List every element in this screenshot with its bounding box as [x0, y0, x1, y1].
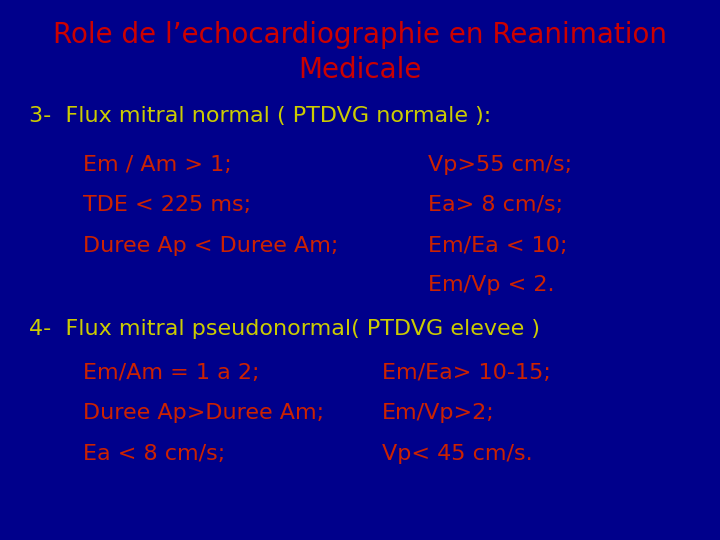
Text: 4-  Flux mitral pseudonormal( PTDVG elevee ): 4- Flux mitral pseudonormal( PTDVG eleve… — [29, 319, 540, 340]
Text: Duree Ap>Duree Am;: Duree Ap>Duree Am; — [83, 403, 324, 423]
Text: Em/Ea> 10-15;: Em/Ea> 10-15; — [382, 362, 551, 383]
Text: Vp< 45 cm/s.: Vp< 45 cm/s. — [382, 443, 532, 464]
Text: Em/Am = 1 a 2;: Em/Am = 1 a 2; — [83, 362, 259, 383]
Text: Vp>55 cm/s;: Vp>55 cm/s; — [428, 154, 572, 175]
Text: Em/Vp < 2.: Em/Vp < 2. — [428, 275, 555, 295]
Text: Medicale: Medicale — [298, 56, 422, 84]
Text: Em / Am > 1;: Em / Am > 1; — [83, 154, 232, 175]
Text: Role de l’echocardiographie en Reanimation: Role de l’echocardiographie en Reanimati… — [53, 21, 667, 49]
Text: Ea> 8 cm/s;: Ea> 8 cm/s; — [428, 195, 564, 215]
Text: 3-  Flux mitral normal ( PTDVG normale ):: 3- Flux mitral normal ( PTDVG normale ): — [29, 106, 491, 126]
Text: Em/Vp>2;: Em/Vp>2; — [382, 403, 495, 423]
Text: Duree Ap < Duree Am;: Duree Ap < Duree Am; — [83, 235, 338, 256]
Text: Ea < 8 cm/s;: Ea < 8 cm/s; — [83, 443, 225, 464]
Text: Em/Ea < 10;: Em/Ea < 10; — [428, 235, 568, 256]
Text: TDE < 225 ms;: TDE < 225 ms; — [83, 195, 251, 215]
